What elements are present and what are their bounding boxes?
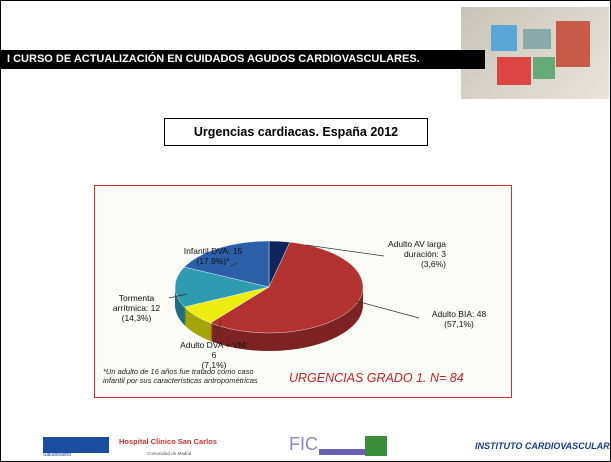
category: Tormenta arrítmica: 12 [104,293,169,313]
logo-text: Hospital Clínico San Carlos [119,437,217,446]
logo-text: SaludMadrid [43,452,71,458]
category: Infantil DVA: 15 [163,246,263,256]
percent: (3,6%) [376,259,446,269]
percent: (57,1%) [419,319,499,329]
logo-text: INSTITUTO CARDIOVASCULAR [475,441,610,451]
percent: (14,3%) [104,313,169,323]
slice-label: Adulto DVA + VM: 6(7,1%) [179,340,249,370]
category: Adulto DVA + VM: 6 [179,340,249,360]
percent: (17,9%)* [163,256,263,266]
logo-text: Comunidad de Madrid [147,451,191,456]
category: Adulto BIA: 48 [419,309,499,319]
slice-label: Tormenta arrítmica: 12(14,3%) [104,293,169,323]
slice-label: Infantil DVA: 15(17,9%)* [163,246,263,266]
leader-line [356,301,419,318]
summary: URGENCIAS GRADO 1. N= 84 [289,371,464,385]
pie-chart [1,1,610,461]
slice-label: Adulto AV larga duración: 3(3,6%) [376,239,446,269]
slice-label: Adulto BIA: 48(57,1%) [419,309,499,329]
category: Adulto AV larga duración: 3 [376,239,446,259]
logo-salud [43,437,109,453]
logo-bar [319,449,365,455]
annotation: *Un adulto de 16 años fue tratado como c… [103,367,273,385]
slide: I CURSO DE ACTUALIZACIÓN EN CUIDADOS AGU… [0,0,611,462]
logo-icon [365,436,387,456]
logo-text: FIC [289,434,318,455]
